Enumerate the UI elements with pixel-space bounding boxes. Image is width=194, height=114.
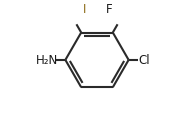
Text: F: F (106, 3, 113, 15)
Text: I: I (83, 3, 86, 15)
Text: Cl: Cl (138, 54, 150, 67)
Text: H₂N: H₂N (36, 54, 58, 67)
